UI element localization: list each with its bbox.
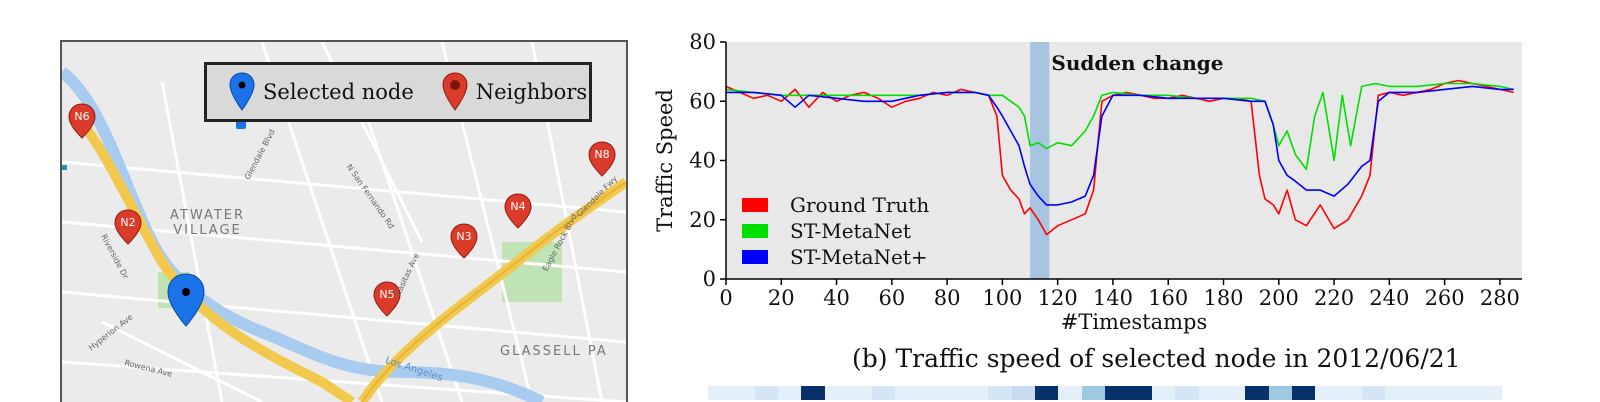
x-axis-title: #Timestamps bbox=[1061, 310, 1208, 334]
y-tick-label: 20 bbox=[689, 208, 716, 232]
heatmap-cell bbox=[1455, 386, 1479, 400]
legend-label: ST-MetaNet bbox=[790, 219, 911, 243]
heatmap-cell bbox=[801, 386, 825, 400]
x-tick-label: 200 bbox=[1259, 286, 1299, 310]
heatmap-cell bbox=[1035, 386, 1059, 400]
legend-selected-label: Selected node bbox=[263, 80, 414, 104]
heatmap-cell bbox=[1151, 386, 1176, 400]
legend-neighbors-label: Neighbors bbox=[475, 80, 588, 104]
neighbor-pin-icon: N5 bbox=[373, 281, 401, 317]
y-axis-title: Traffic Speed bbox=[653, 89, 677, 232]
heatmap-cell bbox=[731, 386, 755, 400]
plot-background bbox=[726, 42, 1522, 279]
heatmap-cell bbox=[754, 386, 779, 400]
neighbor-label: N5 bbox=[379, 288, 394, 301]
y-tick-label: 80 bbox=[689, 30, 716, 54]
x-tick-label: 120 bbox=[1038, 286, 1078, 310]
x-tick-label: 140 bbox=[1093, 286, 1133, 310]
heatmap-cell bbox=[1478, 386, 1503, 400]
heatmap-cell bbox=[1432, 386, 1456, 400]
area-label-glassell: GLASSELL PA bbox=[500, 344, 608, 359]
neighbor-pin-icon: N2 bbox=[114, 209, 142, 245]
heatmap-strip bbox=[708, 386, 1503, 400]
sudden-change-annotation: Sudden change bbox=[1051, 51, 1223, 75]
heatmap-cell bbox=[708, 386, 732, 400]
freeway-edge bbox=[361, 181, 626, 402]
x-tick-label: 280 bbox=[1480, 286, 1520, 310]
x-tick-label: 240 bbox=[1369, 286, 1409, 310]
heatmap-cell bbox=[1338, 386, 1363, 400]
heatmap-cell bbox=[1198, 386, 1222, 400]
y-tick-label: 40 bbox=[689, 149, 716, 173]
x-tick-label: 40 bbox=[823, 286, 850, 310]
heatmap-cell bbox=[871, 386, 895, 400]
x-tick-label: 220 bbox=[1314, 286, 1354, 310]
neighbor-label: N3 bbox=[456, 230, 471, 243]
legend-swatch bbox=[742, 198, 768, 212]
heatmap-cell bbox=[1175, 386, 1199, 400]
heatmap-cell bbox=[1268, 386, 1292, 400]
heatmap-cell bbox=[1315, 386, 1339, 400]
legend-swatch bbox=[742, 250, 768, 264]
heatmap-cell bbox=[1408, 386, 1433, 400]
heatmap-cell bbox=[1081, 386, 1106, 400]
neighbor-pin-icon: N3 bbox=[450, 223, 478, 259]
selected-node-pin-icon bbox=[167, 273, 205, 327]
heatmap-cell bbox=[1385, 386, 1409, 400]
map-legend: Selected node Neighbors bbox=[204, 62, 592, 122]
selected-node-pin-icon bbox=[229, 72, 255, 111]
legend-label: Ground Truth bbox=[790, 193, 929, 217]
y-tick-label: 60 bbox=[689, 89, 716, 113]
heatmap-cell bbox=[1245, 386, 1269, 400]
heatmap-cell bbox=[894, 386, 919, 400]
legend-label: ST-MetaNet+ bbox=[790, 245, 928, 269]
station-marker-small bbox=[62, 165, 67, 170]
x-tick-label: 60 bbox=[878, 286, 905, 310]
chart-caption: (b) Traffic speed of selected node in 20… bbox=[852, 344, 1461, 373]
x-tick-label: 80 bbox=[934, 286, 961, 310]
series-line bbox=[726, 85, 1514, 206]
map-panel: N6 N2 N3 N4 N5 N8 ATWATER VILLAGE GLASSELL PA… bbox=[60, 40, 628, 402]
neighbor-label: N4 bbox=[510, 200, 525, 213]
neighbor-label: N2 bbox=[120, 216, 135, 229]
x-tick-label: 260 bbox=[1425, 286, 1465, 310]
neighbor-label: N8 bbox=[594, 148, 609, 161]
x-tick-label: 180 bbox=[1203, 286, 1243, 310]
sudden-change-band bbox=[1030, 42, 1050, 279]
neighbor-pin-icon: N4 bbox=[504, 193, 532, 229]
river bbox=[62, 67, 545, 402]
neighbor-pin-icon: N8 bbox=[588, 141, 616, 177]
neighbor-label: N6 bbox=[74, 110, 89, 123]
heatmap-cell bbox=[824, 386, 849, 400]
heatmap-cell bbox=[1362, 386, 1386, 400]
freeway bbox=[68, 108, 355, 402]
station-marker bbox=[236, 120, 246, 129]
heatmap-cell bbox=[1105, 386, 1129, 400]
neighbor-pin-icon: N6 bbox=[68, 103, 96, 139]
x-tick-label: 0 bbox=[719, 286, 732, 310]
heatmap-cell bbox=[918, 386, 942, 400]
heatmap-cell bbox=[1058, 386, 1082, 400]
x-tick-label: 100 bbox=[982, 286, 1022, 310]
heatmap-cell bbox=[941, 386, 965, 400]
neighbor-pin-icon bbox=[442, 72, 468, 111]
x-tick-label: 160 bbox=[1148, 286, 1188, 310]
heatmap-cell bbox=[848, 386, 872, 400]
x-tick-label: 20 bbox=[768, 286, 795, 310]
heatmap-cell bbox=[1011, 386, 1036, 400]
legend-swatch bbox=[742, 224, 768, 238]
heatmap-cell bbox=[778, 386, 802, 400]
heatmap-cell bbox=[1221, 386, 1246, 400]
heatmap-cell bbox=[964, 386, 989, 400]
heatmap-cell bbox=[988, 386, 1012, 400]
heatmap-cell bbox=[1128, 386, 1152, 400]
area-label-atwater: ATWATER VILLAGE bbox=[170, 208, 246, 238]
traffic-speed-chart: 0 20 40 60 80 100 120 140 160 180 200 220 240 260 280 0… bbox=[653, 30, 1522, 334]
y-tick-label: 0 bbox=[703, 267, 716, 291]
heatmap-cell bbox=[1291, 386, 1316, 400]
